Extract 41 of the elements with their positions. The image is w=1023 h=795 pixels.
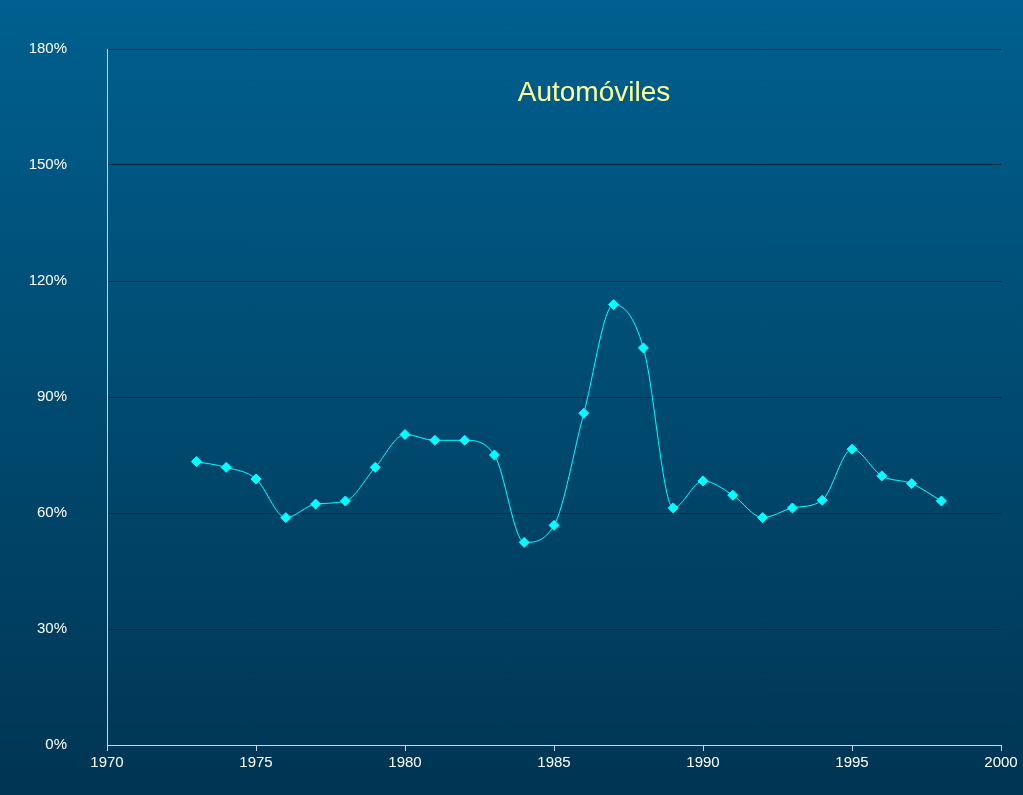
y-tick-label: 150% — [28, 155, 67, 173]
y-tick-label: 180% — [28, 39, 67, 57]
y-tick-label: 90% — [36, 387, 67, 405]
point — [667, 502, 679, 514]
point — [280, 512, 292, 524]
text: Automóviles — [517, 75, 671, 107]
x-tick-label: 1995 — [835, 753, 869, 771]
point — [935, 495, 947, 507]
x-tick-label: 1975 — [239, 753, 273, 771]
y-tick-label: 0% — [45, 735, 67, 753]
x-tick-label: 1970 — [90, 753, 124, 771]
x-tick-label: 1990 — [686, 753, 720, 771]
point — [578, 407, 590, 419]
point — [548, 519, 560, 531]
point — [816, 494, 828, 506]
point — [876, 470, 888, 482]
point — [250, 473, 262, 485]
x-tick-label: 1985 — [537, 753, 571, 771]
point — [429, 434, 441, 446]
point — [727, 489, 739, 501]
point — [518, 536, 530, 548]
point — [697, 475, 709, 487]
y-tick-label: 120% — [28, 271, 67, 289]
point — [310, 498, 322, 510]
point — [339, 495, 351, 507]
point — [786, 502, 798, 514]
point — [846, 443, 858, 455]
point — [637, 342, 649, 354]
y-tick-label: 30% — [36, 619, 67, 637]
point — [488, 449, 500, 461]
point — [369, 461, 381, 473]
point — [190, 456, 202, 468]
point — [906, 478, 918, 490]
point — [459, 434, 471, 446]
y-tick-label: 60% — [36, 503, 67, 521]
x-tick-label: 1980 — [388, 753, 422, 771]
x-tick-label: 2000 — [984, 753, 1018, 771]
point — [757, 512, 769, 524]
point — [608, 299, 620, 311]
point — [399, 429, 411, 441]
point — [220, 461, 232, 473]
